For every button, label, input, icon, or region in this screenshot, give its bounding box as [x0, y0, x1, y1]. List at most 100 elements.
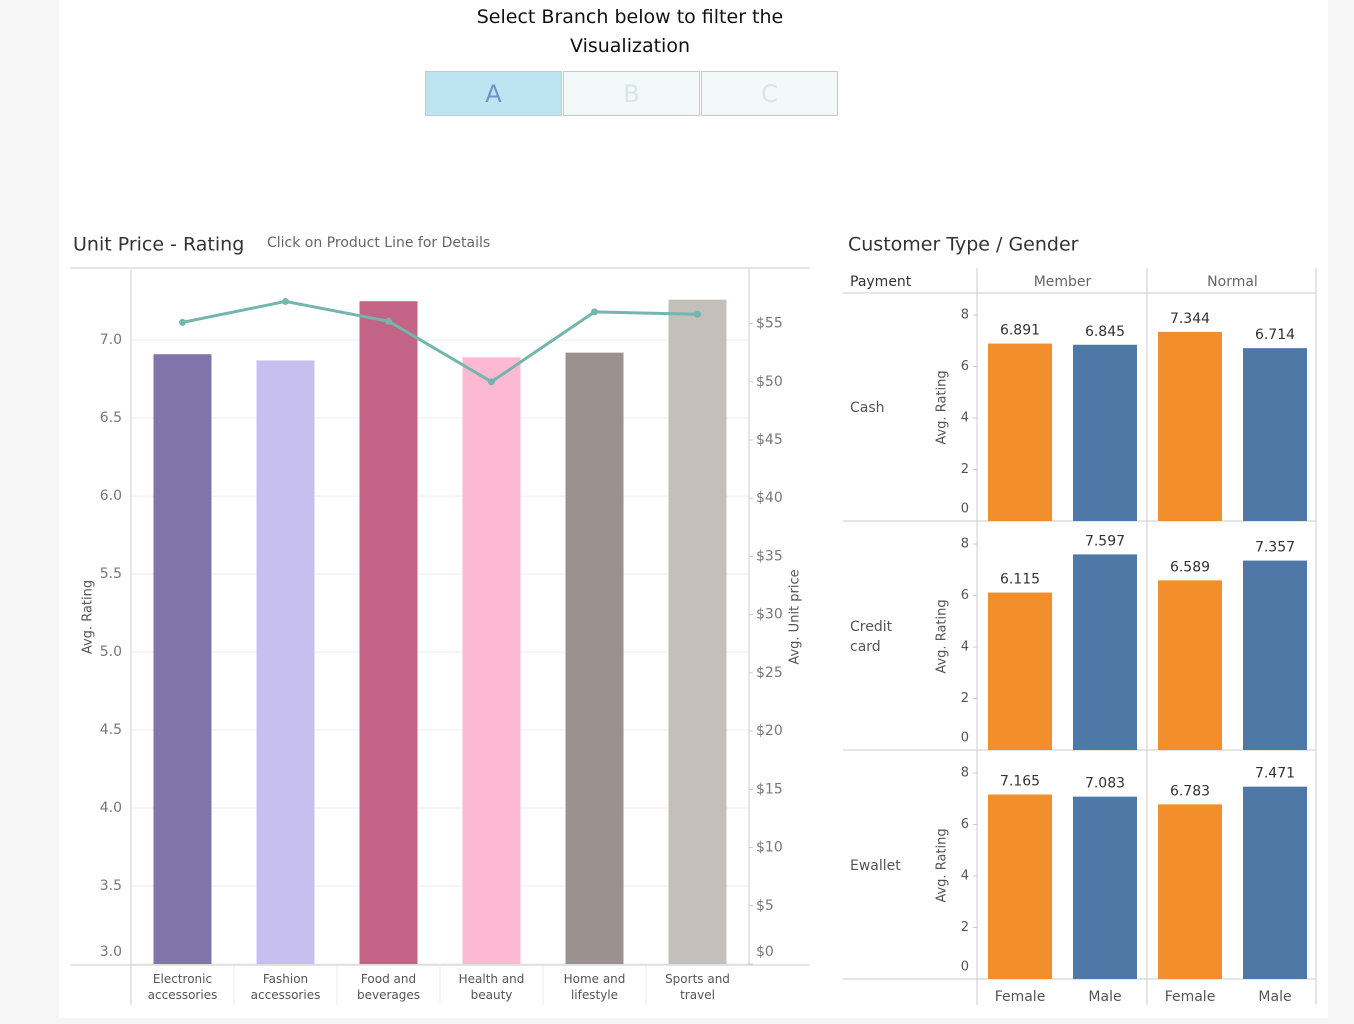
- y-axis-label: Avg. Rating: [81, 580, 96, 654]
- filter-button[interactable]: B: [563, 71, 700, 116]
- data-label: 7.083: [1085, 776, 1125, 792]
- bar: [359, 301, 418, 964]
- bar: [565, 352, 624, 964]
- data-label: 7.357: [1255, 540, 1295, 556]
- data-label: 6.115: [1000, 572, 1040, 588]
- y-tick-label: 6.0: [100, 488, 122, 504]
- x-tick-label: Home and lifestyle: [563, 972, 626, 1002]
- y-tick-label: 4: [961, 869, 969, 884]
- row-label: Ewallet: [850, 857, 901, 874]
- bar: [1243, 560, 1307, 750]
- data-label: 7.344: [1170, 311, 1210, 327]
- y-tick-label: 6: [961, 359, 969, 374]
- line-point: [385, 317, 392, 325]
- y2-tick-label: $40: [756, 490, 783, 506]
- x-tick-label: Male: [1088, 989, 1121, 1005]
- data-label: 7.597: [1085, 533, 1125, 549]
- y2-tick-label: $30: [756, 607, 783, 623]
- bar: [1158, 580, 1222, 750]
- bar: [988, 794, 1052, 979]
- y2-tick-label: $45: [756, 432, 783, 448]
- y-tick-label: 4: [961, 640, 969, 655]
- filter-button[interactable]: A: [425, 71, 562, 116]
- line-point: [591, 308, 598, 316]
- y-tick-label: 7.0: [100, 332, 122, 348]
- data-label: 6.783: [1170, 783, 1210, 799]
- y2-tick-label: $10: [756, 840, 783, 856]
- x-tick-label: Health and beauty: [458, 972, 525, 1002]
- y-tick-label: 8: [961, 766, 969, 781]
- chart-title: Customer Type / Gender: [848, 234, 1079, 256]
- row-header: Payment: [850, 274, 912, 290]
- y2-tick-label: $35: [756, 548, 783, 564]
- line-point: [488, 378, 495, 386]
- y-tick-label: 0: [961, 502, 969, 517]
- line-point: [694, 310, 701, 318]
- y-axis-label: Avg. Rating: [935, 370, 950, 444]
- bar: [256, 360, 315, 964]
- bar: [1073, 796, 1137, 979]
- line-point: [179, 318, 186, 326]
- y-tick-label: 6: [961, 817, 969, 832]
- column-header: Normal: [1207, 274, 1258, 290]
- y-tick-label: 2: [961, 462, 969, 477]
- column-header: Member: [1034, 274, 1092, 290]
- x-tick-label: Male: [1258, 989, 1291, 1005]
- data-label: 7.165: [1000, 774, 1040, 790]
- y2-tick-label: $15: [756, 781, 783, 797]
- y-tick-label: 4: [961, 411, 969, 426]
- y2-axis-label: Avg. Unit price: [788, 569, 803, 664]
- y-tick-label: 8: [961, 537, 969, 552]
- data-label: 6.891: [1000, 323, 1040, 339]
- y2-tick-label: $0: [756, 944, 774, 960]
- y-tick-label: 2: [961, 920, 969, 935]
- x-tick-label: Fashion accessories: [250, 972, 321, 1002]
- bar: [1243, 348, 1307, 521]
- bar: [1158, 804, 1222, 979]
- y2-tick-label: $25: [756, 665, 783, 681]
- y-tick-label: 5.5: [100, 566, 122, 582]
- bar: [1243, 786, 1307, 979]
- chart-subtitle: Click on Product Line for Details: [267, 235, 490, 251]
- y-axis-label: Avg. Rating: [935, 599, 950, 673]
- x-tick-label: Female: [995, 989, 1046, 1005]
- chart-title: Unit Price - Rating: [73, 234, 244, 256]
- y-tick-label: 3.5: [100, 878, 122, 894]
- x-tick-label: Electronic accessories: [147, 972, 218, 1002]
- bar: [668, 299, 727, 964]
- y2-tick-label: $20: [756, 723, 783, 739]
- line: [182, 299, 698, 384]
- data-label: 6.845: [1085, 324, 1125, 340]
- x-tick-label: Female: [1165, 989, 1216, 1005]
- bar: [1073, 344, 1137, 521]
- bar: [462, 357, 521, 964]
- y-axis-label: Avg. Rating: [935, 828, 950, 902]
- y-tick-label: 4.0: [100, 800, 122, 816]
- bar: [988, 592, 1052, 750]
- line-point: [282, 297, 289, 305]
- bar: [988, 343, 1052, 521]
- y-tick-label: 0: [961, 960, 969, 975]
- y-tick-label: 4.5: [100, 722, 122, 738]
- row-label: Cash: [850, 399, 885, 416]
- data-label: 7.471: [1255, 766, 1295, 782]
- y-tick-label: 6.5: [100, 410, 122, 426]
- row-label: Credit card: [850, 618, 893, 655]
- filter-title: Select Branch below to filter the Visual…: [476, 6, 784, 57]
- bar: [1073, 554, 1137, 750]
- data-label: 6.714: [1255, 327, 1295, 343]
- data-label: 6.589: [1170, 559, 1210, 575]
- bar: [1158, 331, 1222, 521]
- y-tick-label: 6: [961, 588, 969, 603]
- y-tick-label: 8: [961, 308, 969, 323]
- filter-button[interactable]: C: [701, 71, 838, 116]
- x-tick-label: Sports and travel: [665, 972, 730, 1002]
- y2-tick-label: $5: [756, 898, 774, 914]
- y-tick-label: 2: [961, 691, 969, 706]
- y2-tick-label: $50: [756, 374, 783, 390]
- x-tick-label: Food and beverages: [356, 972, 421, 1002]
- y-tick-label: 3.0: [100, 944, 122, 960]
- bar: [153, 354, 212, 965]
